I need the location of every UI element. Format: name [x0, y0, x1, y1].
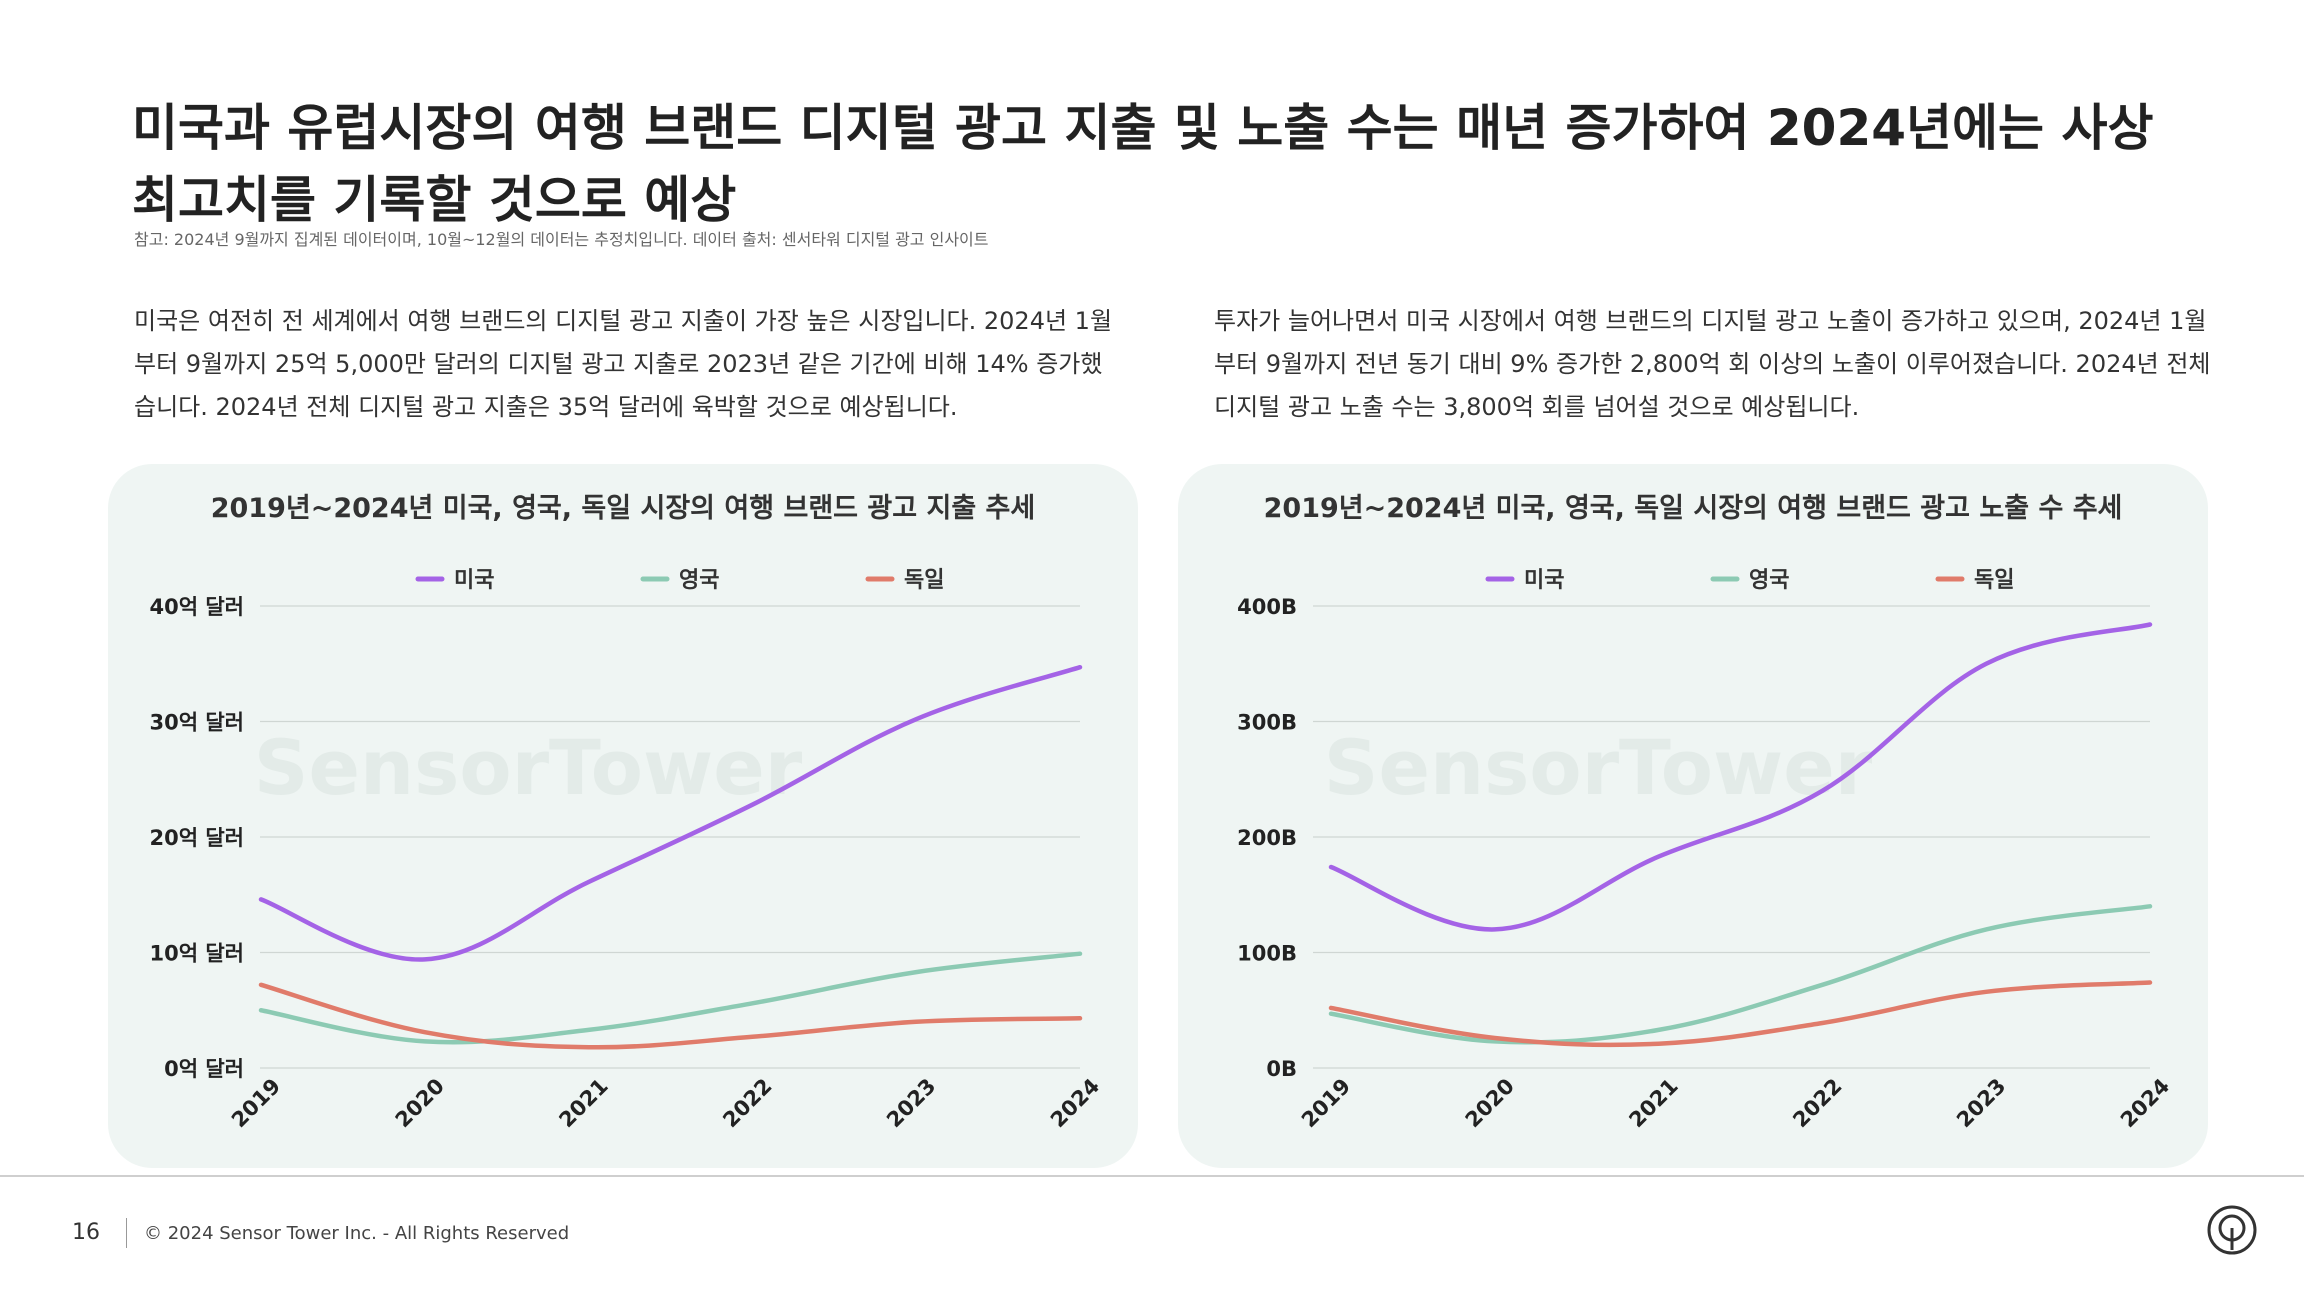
chart-title: 2019년~2024년 미국, 영국, 독일 시장의 여행 브랜드 광고 노출 …: [1264, 493, 2123, 524]
y-tick-label: 0B: [1266, 1057, 1297, 1081]
y-tick-label: 300B: [1237, 711, 1297, 735]
sensor-tower-logo-icon: [2207, 1205, 2257, 1255]
watermark: SensorTower: [254, 723, 803, 812]
copyright-text: © 2024 Sensor Tower Inc. - All Rights Re…: [144, 1223, 570, 1244]
impressions-description: 투자가 늘어나면서 미국 시장에서 여행 브랜드의 디지털 광고 노출이 증가하…: [1214, 307, 2211, 421]
x-tick-label: 2023: [1952, 1074, 2010, 1132]
x-tick-label: 2020: [391, 1074, 449, 1132]
impressions-line-chart: SensorTower 2019년~2024년 미국, 영국, 독일 시장의 여…: [1237, 493, 2174, 1132]
y-tick-label: 100B: [1237, 942, 1297, 966]
legend-label-uk: 영국: [1749, 568, 1789, 593]
chart-title: 2019년~2024년 미국, 영국, 독일 시장의 여행 브랜드 광고 지출 …: [211, 493, 1036, 524]
spend-line-chart: SensorTower 2019년~2024년 미국, 영국, 독일 시장의 여…: [150, 493, 1105, 1132]
y-tick-label: 0억 달러: [164, 1057, 244, 1081]
x-tick-label: 2022: [718, 1074, 776, 1132]
x-tick-label: 2023: [882, 1074, 940, 1132]
legend-label-us: 미국: [454, 568, 494, 593]
x-tick-label: 2021: [1624, 1074, 1682, 1132]
series-line-uk: [1328, 904, 2153, 1045]
series-line-de: [1328, 980, 2153, 1048]
y-tick-label: 10억 달러: [150, 942, 245, 966]
x-tick-label: 2024: [1046, 1074, 1104, 1132]
legend-label-de: 독일: [1974, 568, 2014, 593]
y-tick-label: 200B: [1237, 826, 1297, 850]
spend-chart-panel: SensorTower 2019년~2024년 미국, 영국, 독일 시장의 여…: [108, 464, 1138, 1168]
x-tick-label: 2021: [554, 1074, 612, 1132]
y-tick-label: 40억 달러: [150, 595, 245, 619]
legend-label-us: 미국: [1524, 568, 1564, 593]
x-tick-label: 2024: [2116, 1074, 2174, 1132]
footer-divider: [0, 1175, 2304, 1177]
watermark: SensorTower: [1324, 723, 1873, 812]
legend-label-uk: 영국: [679, 568, 719, 593]
impressions-chart-panel: SensorTower 2019년~2024년 미국, 영국, 독일 시장의 여…: [1178, 464, 2208, 1168]
y-tick-label: 400B: [1237, 595, 1297, 619]
legend-label-de: 독일: [904, 568, 944, 593]
series-line-de: [258, 982, 1083, 1050]
x-tick-label: 2020: [1461, 1074, 1519, 1132]
x-tick-label: 2019: [1297, 1074, 1355, 1132]
page-title: 미국과 유럽시장의 여행 브랜드 디지털 광고 지출 및 노출 수는 매년 증가…: [132, 99, 2154, 229]
series-line-us: [1328, 622, 2153, 932]
footer-separator: [126, 1218, 127, 1248]
x-tick-label: 2019: [227, 1074, 285, 1132]
series-line-us: [258, 664, 1083, 962]
series-line-uk: [258, 951, 1083, 1045]
source-note: 참고: 2024년 9월까지 집계된 데이터이며, 10월~12월의 데이터는 …: [134, 230, 989, 249]
y-tick-label: 30억 달러: [150, 711, 245, 735]
x-tick-label: 2022: [1788, 1074, 1846, 1132]
y-tick-label: 20억 달러: [150, 826, 245, 850]
page-number: 16: [72, 1220, 100, 1245]
spend-description: 미국은 여전히 전 세계에서 여행 브랜드의 디지털 광고 지출이 가장 높은 …: [134, 307, 1113, 421]
